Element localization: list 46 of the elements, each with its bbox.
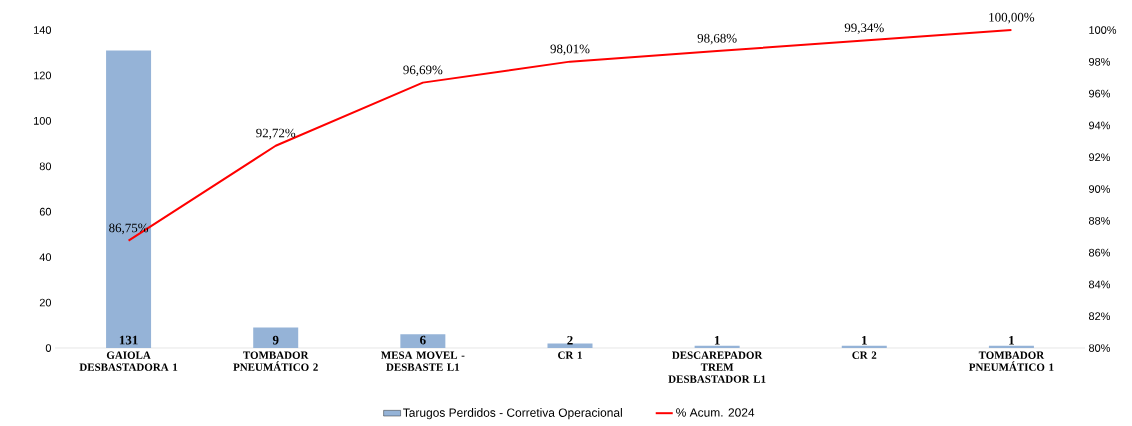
data-label: 1 xyxy=(714,335,720,345)
y2-tick-label: 100% xyxy=(1089,26,1117,34)
legend-label: Tarugos Perdidos - Corretiva Operacional xyxy=(403,408,622,420)
y2-tick-label: 94% xyxy=(1089,121,1111,130)
data-label: 9 xyxy=(272,335,279,345)
y2-tick-label: 90% xyxy=(1089,185,1111,193)
legend-label: % Acum. 2024 xyxy=(676,408,755,417)
data-label: 86,75% xyxy=(109,223,149,235)
x-tick-label: TOMBADOR PNEUMÁTICO 1 xyxy=(968,351,1054,371)
data-label: 98,01% xyxy=(550,44,590,56)
y-tick-label: 40 xyxy=(39,253,52,262)
y-tick-label: 0 xyxy=(45,344,52,352)
y2-tick-label: 86% xyxy=(1088,248,1111,257)
bar xyxy=(547,343,593,348)
y2-tick-label: 82% xyxy=(1088,312,1111,321)
y2-tick-label: 88% xyxy=(1088,216,1111,225)
y2-tick-label: 96% xyxy=(1089,89,1111,98)
y-tick-label: 140 xyxy=(34,26,52,34)
data-label: 2 xyxy=(567,335,573,345)
bar xyxy=(253,327,299,348)
y-tick-label: 100 xyxy=(34,116,52,125)
data-label: 1 xyxy=(1009,335,1014,345)
x-tick-label: CR 1 xyxy=(558,351,582,359)
data-label: 100,00% xyxy=(989,12,1035,24)
y2-tick-label: 80% xyxy=(1088,344,1111,352)
y-tick-label: 20 xyxy=(39,298,52,307)
x-tick-label: GAIOLA DESBASTADORA 1 xyxy=(79,351,178,371)
data-label: 1 xyxy=(862,335,867,345)
data-label: 98,68% xyxy=(697,33,737,45)
x-tick-label: MESA MOVEL - DESBASTE L1 xyxy=(381,351,465,371)
data-label: 6 xyxy=(420,335,426,345)
y-tick-label: 80 xyxy=(39,162,52,171)
data-label: 96,69% xyxy=(403,65,443,77)
y-tick-label: 120 xyxy=(34,71,52,80)
data-label: 99,34% xyxy=(844,23,884,34)
data-label: 92,72% xyxy=(256,128,296,140)
bar xyxy=(400,334,446,348)
data-label: 131 xyxy=(119,335,138,345)
y2-tick-label: 92% xyxy=(1089,153,1111,162)
x-tick-label: CR 2 xyxy=(852,351,877,359)
y2-tick-label: 84% xyxy=(1088,280,1111,289)
y-tick-label: 60 xyxy=(39,207,52,216)
bar xyxy=(106,50,152,348)
x-tick-label: TOMBADOR PNEUMÁTICO 2 xyxy=(233,351,318,371)
x-tick-label: DESCAREPADOR TREM DESBASTADOR L1 xyxy=(668,351,766,383)
y2-tick-label: 98% xyxy=(1089,57,1111,66)
